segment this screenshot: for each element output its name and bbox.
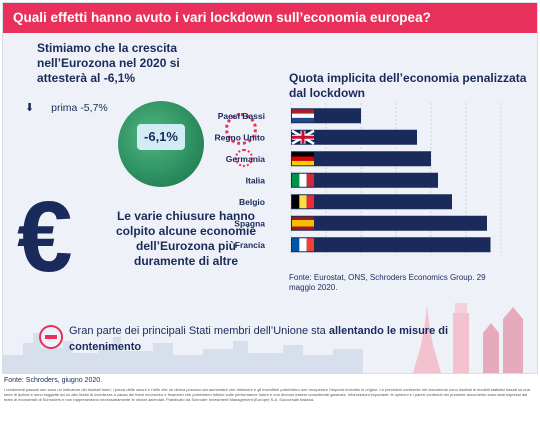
bar xyxy=(291,129,417,145)
infographic-title: Quali effetti hanno avuto i vari lockdow… xyxy=(13,10,431,25)
bar xyxy=(291,237,491,253)
growth-headline: Stimiamo che la crescita nell’Eurozona n… xyxy=(37,41,180,85)
footer-disclaimer: I rendimenti passati non sono un indicat… xyxy=(4,388,530,402)
chart-source: Fonte: Eurostat, ONS, Schroders Economic… xyxy=(289,273,486,292)
infographic-frame: Quali effetti hanno avuto i vari lockdow… xyxy=(2,2,538,374)
virus-icon xyxy=(225,113,257,145)
flag-icon xyxy=(292,195,314,209)
flag-icon xyxy=(292,173,314,187)
category-label: Francia xyxy=(235,240,266,250)
flag-icon xyxy=(292,216,314,230)
title-banner: Quali effetti hanno avuto i vari lockdow… xyxy=(3,3,537,33)
bar xyxy=(291,151,431,167)
easing-text-bold: allentando le misure di contenimento xyxy=(69,325,449,353)
growth-value-badge: -6,1% xyxy=(137,124,185,150)
bar xyxy=(291,194,452,210)
category-label: Italia xyxy=(246,175,266,185)
flag-icon xyxy=(292,109,314,123)
category-label: Germania xyxy=(226,154,265,164)
city-skyline-illustration xyxy=(3,303,523,373)
category-label: Belgio xyxy=(239,197,265,207)
category-label: Regno Unito xyxy=(214,132,265,142)
closures-text: Le varie chiusure hanno colpito alcune e… xyxy=(115,209,257,268)
bar xyxy=(291,215,487,231)
flag-icon xyxy=(291,129,315,145)
category-label: Paesi Bassi xyxy=(218,111,265,121)
flag-icon xyxy=(292,152,314,166)
previous-estimate: ⬇ prima -5,7% xyxy=(25,101,108,114)
bar-chart: Paesi Bassi Regno Unito Germania Italia Belg… xyxy=(214,103,502,256)
euro-icon: € xyxy=(17,181,73,293)
easing-text-prefix: Gran parte dei principali Stati membri d… xyxy=(69,325,329,337)
previous-estimate-label: prima -5,7% xyxy=(51,102,108,114)
bar xyxy=(291,172,438,188)
category-label: Spagna xyxy=(234,218,265,228)
down-arrow-icon: ⬇ xyxy=(25,102,35,114)
shield-icon xyxy=(39,325,63,349)
easing-text: Gran parte dei principali Stati membri d… xyxy=(69,323,469,355)
footer-source: Fonte: Schroders, giugno 2020. xyxy=(4,377,103,384)
virus-small-icon xyxy=(235,149,253,167)
flag-icon xyxy=(292,238,314,252)
chart-title: Quota implicita dell’economia penalizzat… xyxy=(289,71,527,100)
